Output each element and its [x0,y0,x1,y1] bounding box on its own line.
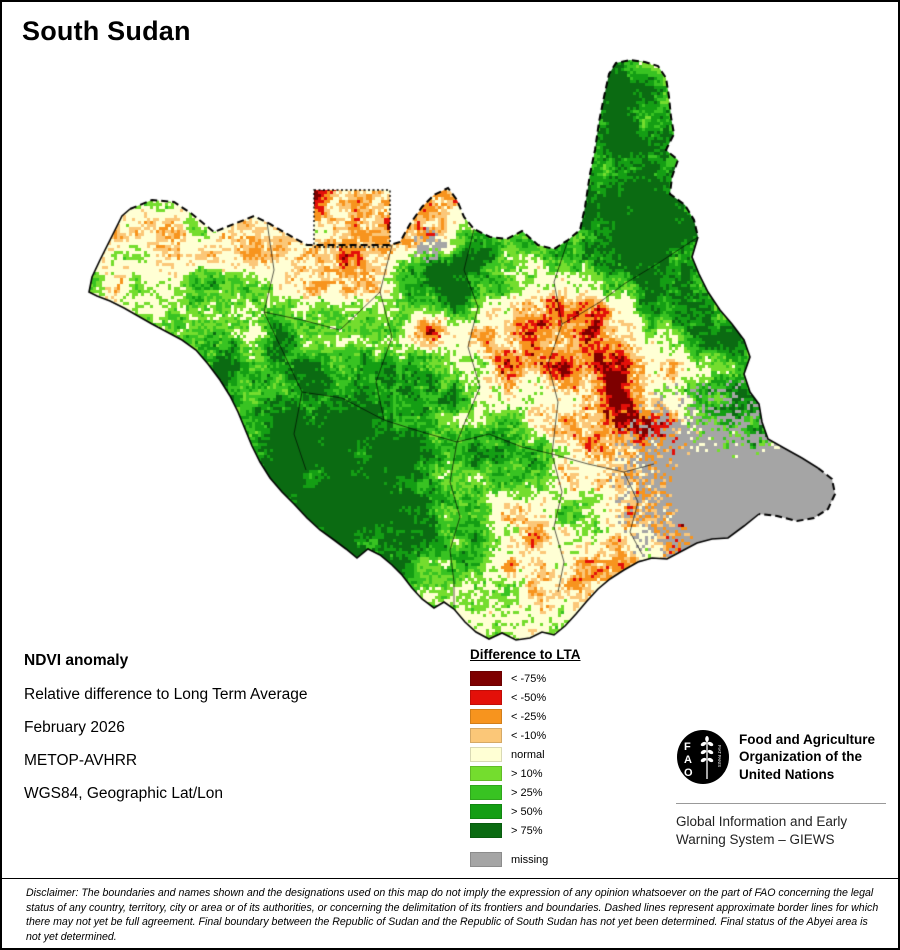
page-title: South Sudan [22,16,191,46]
legend-item: > 10% [470,766,650,781]
legend-item: < -10% [470,728,650,743]
legend-swatch [470,852,502,867]
legend: Difference to LTA < -75% < -50% < -25% < -1… [470,647,650,871]
legend-item: normal [470,747,650,762]
legend-items: < -75% < -50% < -25% < -10% normal > 10% > 25%… [470,671,650,867]
legend-item: < -50% [470,690,650,705]
footer-divider [2,878,898,879]
legend-item: missing [470,852,650,867]
legend-swatch [470,766,502,781]
wheat-ear-icon [700,736,714,779]
fao-letter-f: F [684,741,691,753]
legend-label: < -75% [511,672,547,685]
legend-swatch [470,671,502,686]
legend-item: > 50% [470,804,650,819]
legend-label: missing [511,853,549,866]
legend-swatch [470,747,502,762]
fao-divider [676,803,886,804]
legend-label: > 10% [511,767,543,780]
map-info-block: NDVI anomaly Relative difference to Long… [24,652,454,818]
fao-logo-icon: F A O FIAT PANIS [677,730,729,784]
legend-swatch [470,804,502,819]
legend-item: < -75% [470,671,650,686]
legend-swatch [470,690,502,705]
fao-letter-o: O [684,767,693,779]
legend-label: < -25% [511,710,547,723]
fao-org-name: Food and Agriculture Organization of the… [739,731,875,782]
legend-title: Difference to LTA [470,647,581,662]
legend-label: < -50% [511,691,547,704]
legend-swatch [470,728,502,743]
info-line-subtitle: Relative difference to Long Term Average [24,686,308,703]
info-heading: NDVI anomaly [24,652,129,669]
legend-label: > 25% [511,786,543,799]
legend-label: > 75% [511,824,543,837]
legend-swatch [470,785,502,800]
legend-label: normal [511,748,545,761]
legend-label: < -10% [511,729,547,742]
legend-item: < -25% [470,709,650,724]
legend-item: > 75% [470,823,650,838]
legend-swatch [470,709,502,724]
legend-label: > 50% [511,805,543,818]
legend-swatch [470,823,502,838]
info-line-sensor: METOP-AVHRR [24,752,138,769]
fao-letter-a: A [684,754,692,766]
fao-block: F A O FIAT PANIS Food and Agriculture Or… [676,729,890,785]
ndvi-map [2,2,898,662]
info-line-projection: WGS84, Geographic Lat/Lon [24,785,224,802]
info-line-date: February 2026 [24,719,125,736]
fao-motto: FIAT PANIS [717,745,722,767]
giews-text: Global Information and Early Warning Sys… [676,814,848,848]
disclaimer-text: Disclaimer: The boundaries and names sho… [26,887,879,943]
legend-item: > 25% [470,785,650,800]
